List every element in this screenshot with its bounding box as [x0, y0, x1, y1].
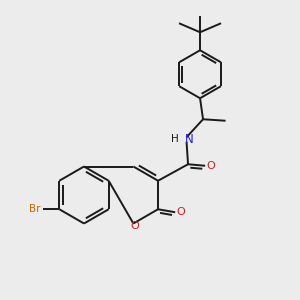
- Text: O: O: [176, 207, 185, 217]
- Text: O: O: [130, 221, 139, 231]
- Text: O: O: [206, 161, 215, 171]
- Text: Br: Br: [29, 204, 40, 214]
- Text: N: N: [184, 133, 193, 146]
- Text: H: H: [171, 134, 179, 144]
